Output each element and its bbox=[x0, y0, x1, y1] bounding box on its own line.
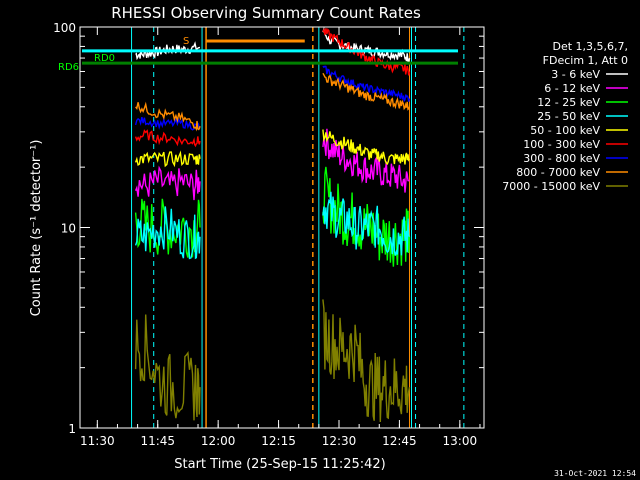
series-line-1-seg-1 bbox=[322, 128, 410, 193]
x-tick-label-4: 12:30 bbox=[322, 434, 357, 448]
footer-date: 31-Oct-2021 12:54 bbox=[554, 469, 636, 478]
rd6-label: RD6 bbox=[58, 62, 79, 73]
series-line-1-seg-0 bbox=[134, 165, 201, 201]
series-line-3-seg-0 bbox=[134, 206, 201, 260]
series-line-6-seg-0 bbox=[134, 117, 201, 131]
y-axis-label: Count Rate (s⁻¹ detector⁻¹) bbox=[29, 140, 44, 317]
s-marker-label: S bbox=[183, 36, 189, 47]
series-line-4-seg-1 bbox=[322, 129, 411, 165]
series-line-8-seg-0 bbox=[134, 314, 201, 421]
x-tick-label-6: 13:00 bbox=[443, 434, 478, 448]
legend-label-0: 3 - 6 keV bbox=[551, 68, 600, 81]
x-tick-label-1: 11:45 bbox=[140, 434, 175, 448]
legend-label-1: 6 - 12 keV bbox=[544, 82, 600, 95]
series-line-8-seg-1 bbox=[322, 299, 411, 423]
series-line-5-seg-1 bbox=[322, 27, 411, 76]
legend-label-2: 12 - 25 keV bbox=[537, 96, 600, 109]
series-line-5-seg-0 bbox=[134, 129, 201, 148]
x-tick-label-0: 11:30 bbox=[80, 434, 115, 448]
legend-label-5: 100 - 300 keV bbox=[523, 138, 600, 151]
legend-title-line-2: FDecim 1, Att 0 bbox=[543, 54, 628, 67]
x-tick-label-3: 12:15 bbox=[261, 434, 296, 448]
legend-label-7: 800 - 7000 keV bbox=[516, 166, 600, 179]
series-line-7-seg-1 bbox=[322, 72, 411, 111]
x-tick-label-5: 12:45 bbox=[382, 434, 417, 448]
series-line-7-seg-0 bbox=[135, 101, 201, 132]
legend-label-4: 50 - 100 keV bbox=[530, 124, 600, 137]
x-axis-label: Start Time (25-Sep-15 11:25:42) bbox=[174, 457, 385, 472]
legend-label-6: 300 - 800 keV bbox=[523, 152, 600, 165]
chart-title: RHESSI Observing Summary Count Rates bbox=[111, 4, 421, 22]
y-tick-label-2: 100 bbox=[53, 21, 76, 35]
legend-title-line-1: Det 1,3,5,6,7, bbox=[552, 40, 628, 53]
series-line-3-seg-1 bbox=[322, 191, 411, 256]
y-tick-label-1: 10 bbox=[61, 222, 76, 236]
rd0-label: RD0 bbox=[94, 53, 115, 64]
legend-label-8: 7000 - 15000 keV bbox=[502, 180, 600, 193]
series-line-4-seg-0 bbox=[134, 150, 201, 168]
y-tick-label-0: 1 bbox=[68, 422, 76, 436]
x-tick-label-2: 12:00 bbox=[201, 434, 236, 448]
legend-label-3: 25 - 50 keV bbox=[537, 110, 600, 123]
